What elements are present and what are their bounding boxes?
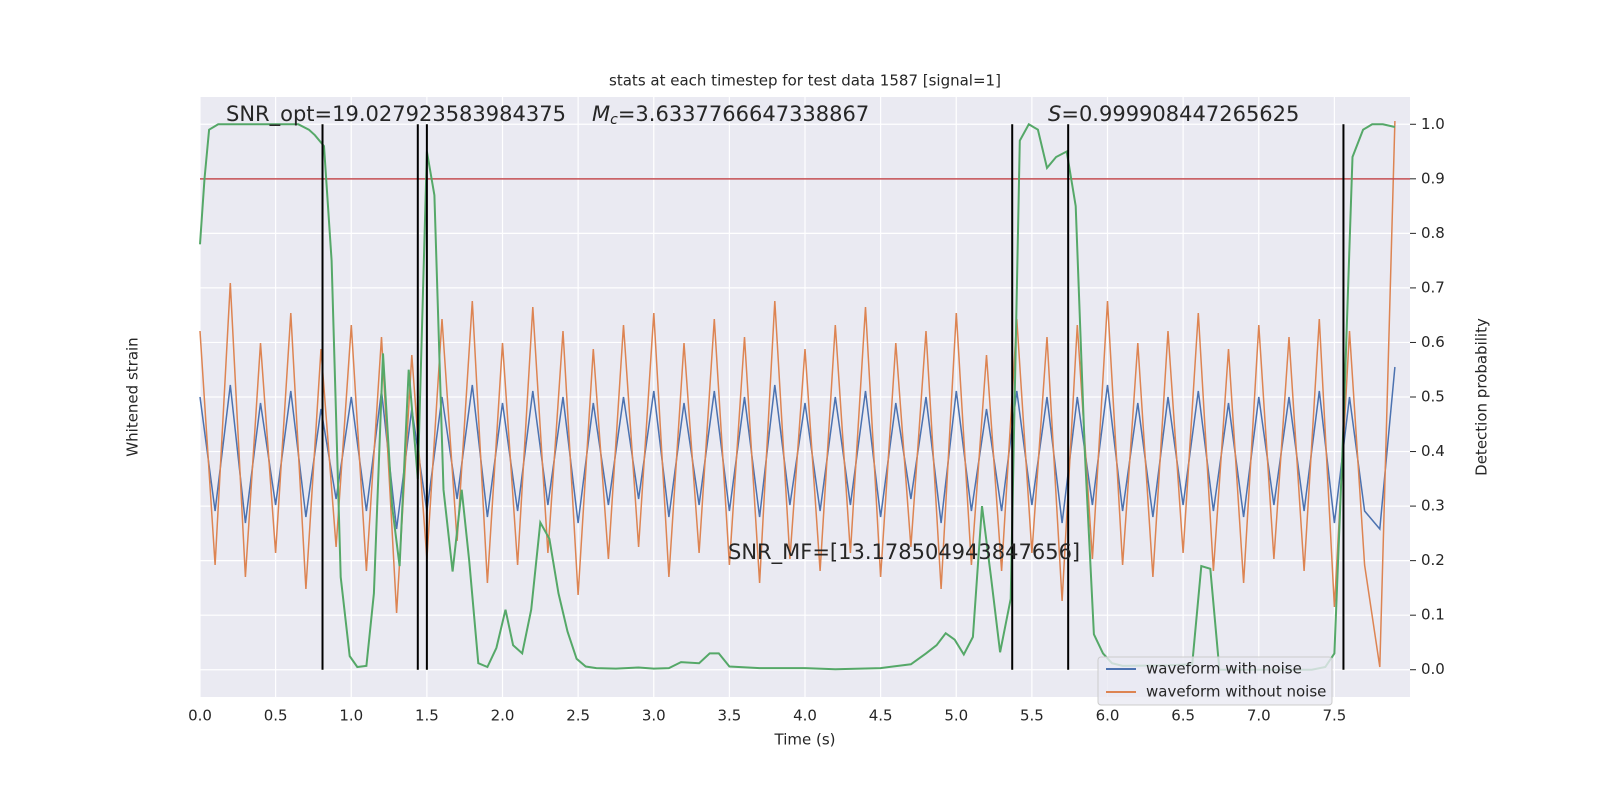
annotation-value: =3.6337766647338867 xyxy=(618,102,869,126)
x-tick-label: 0.0 xyxy=(188,707,212,725)
annotation-symbol: M xyxy=(592,102,610,126)
x-tick-label: 5.0 xyxy=(944,707,968,725)
x-axis-label: Time (s) xyxy=(774,731,836,749)
annotation: SNR_opt=19.027923583984375 xyxy=(226,102,566,127)
marks xyxy=(199,120,1410,671)
y2-tick-label: 0.4 xyxy=(1421,442,1445,460)
legend-label: waveform without noise xyxy=(1146,683,1326,701)
x-tick-label: 0.5 xyxy=(264,707,288,725)
strain-line xyxy=(199,120,1396,668)
y2-tick-label: 0.8 xyxy=(1421,224,1445,242)
y2-tick-label: 1.0 xyxy=(1421,115,1445,133)
x-tick-label: 4.5 xyxy=(869,707,893,725)
x-tick-label: 7.5 xyxy=(1322,707,1346,725)
x-tick-label: 2.5 xyxy=(566,707,590,725)
x-tick-label: 6.0 xyxy=(1096,707,1120,725)
y2-tick-label: 0.9 xyxy=(1421,169,1445,187)
x-tick-label: 6.5 xyxy=(1171,707,1195,725)
x-tick-label: 4.0 xyxy=(793,707,817,725)
y2-tick-label: 0.7 xyxy=(1421,278,1445,296)
x-tick-label: 1.0 xyxy=(339,707,363,725)
x-tick-label: 2.0 xyxy=(491,707,515,725)
x-tick-label: 1.5 xyxy=(415,707,439,725)
annotation-value: =0.999908447265625 xyxy=(1061,102,1299,126)
y2-tick-label: 0.3 xyxy=(1421,497,1445,515)
y2-tick-label: 0.2 xyxy=(1421,551,1445,569)
y2-axis-label: Detection probability xyxy=(1473,318,1491,476)
y2-tick-label: 0.6 xyxy=(1421,333,1445,351)
x-tick-label: 7.0 xyxy=(1247,707,1271,725)
chart-title: stats at each timestep for test data 158… xyxy=(609,72,1001,90)
annotation-symbol: S xyxy=(1048,102,1061,126)
y2-tick-label: 0.5 xyxy=(1421,388,1445,406)
annotation: Mc=3.6337766647338867 xyxy=(592,102,869,128)
annotation: SNR_MF=[13.178504943847656] xyxy=(728,540,1080,565)
annotation: S=0.999908447265625 xyxy=(1048,102,1299,126)
annotation-subscript: c xyxy=(610,112,618,128)
y2-tick-label: 0.0 xyxy=(1421,660,1445,678)
legend: waveform with noise waveform without nois… xyxy=(1097,656,1333,706)
y-axis-label: Whitened strain xyxy=(124,337,142,456)
x-tick-label: 3.5 xyxy=(717,707,741,725)
x-tick-label: 5.5 xyxy=(1020,707,1044,725)
legend-box xyxy=(1097,656,1333,706)
y2-tick-label: 0.1 xyxy=(1421,606,1445,624)
x-tick-label: 3.0 xyxy=(642,707,666,725)
legend-label: waveform with noise xyxy=(1146,660,1302,678)
